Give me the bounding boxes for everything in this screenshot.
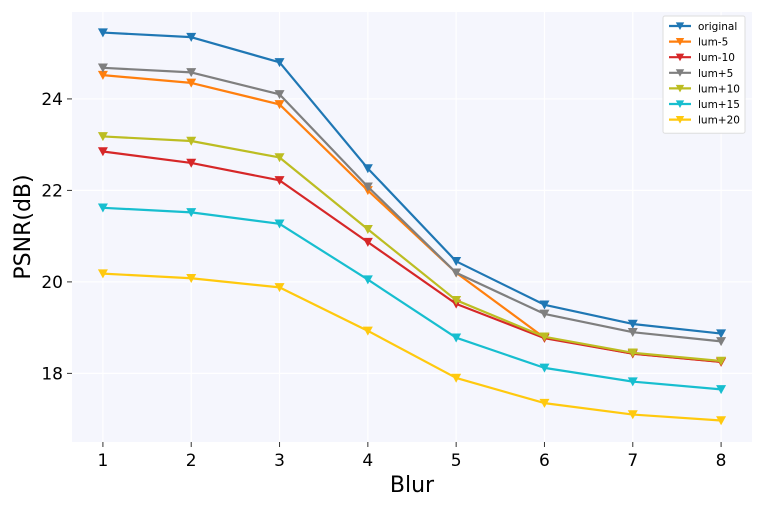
series-lum+20 [97,269,727,426]
legend-label: lum+5 [698,68,733,80]
legend-label: lum-10 [698,52,735,64]
y-tick-label: 24 [41,90,63,110]
legend-marker [675,69,685,77]
data-point [451,268,462,278]
data-point [97,203,108,213]
data-point [627,377,638,387]
data-point [186,208,197,218]
data-point [97,132,108,142]
data-point [627,348,638,358]
data-point [274,58,285,68]
series-group [97,28,727,426]
legend-marker [675,53,685,62]
data-point [274,90,285,100]
legend-item: lum+10 [669,83,740,95]
data-point [362,326,373,336]
legend-item: lum+20 [669,115,740,127]
data-point [186,68,197,78]
legend: original lum-5 lum-10 lum+5 lum+10 lum+15 lum+… [662,15,746,134]
legend-label: lum+20 [698,115,740,127]
data-point [362,182,373,192]
data-point [186,136,197,146]
x-tick-label: 2 [186,451,197,471]
y-tick-label: 20 [41,273,63,293]
axis-ticks: 1 2 3 4 5 6 7 8 18 20 22 24 [41,90,726,471]
data-point [716,416,727,426]
data-point [362,237,373,247]
legend-marker [675,100,685,108]
data-point [186,158,197,168]
y-tick-label: 18 [41,364,63,384]
legend-marker [675,38,685,46]
data-point [97,147,108,157]
data-point [362,225,373,235]
data-point [186,78,197,88]
data-point [627,410,638,420]
data-point [362,164,373,174]
data-point [274,100,285,110]
data-point [274,283,285,293]
x-tick-label: 1 [97,451,108,471]
x-tick-label: 5 [451,451,462,471]
series-line [102,272,722,422]
data-point [539,332,550,342]
data-point [451,373,462,383]
series-original [97,28,727,339]
x-tick-label: 3 [274,451,285,471]
x-tick-label: 4 [362,451,373,471]
y-axis-title: PSNR(dB) [11,174,36,279]
plot-area [72,12,752,442]
x-tick-label: 7 [627,451,638,471]
data-point [97,63,108,73]
data-point [186,273,197,283]
data-point [274,176,285,186]
data-point [274,153,285,163]
data-point [539,363,550,373]
data-point [451,295,462,305]
data-point [451,257,462,267]
data-point [539,398,550,408]
series-line [102,31,722,335]
x-tick-label: 8 [716,451,727,471]
legend-marker [675,116,685,124]
data-point [716,329,727,339]
data-point [186,32,197,42]
x-axis-title: Blur [390,473,435,498]
legend-item: lum+5 [669,68,733,80]
series-line [102,66,722,343]
series-lum+10 [97,132,727,366]
data-point [362,275,373,285]
legend-label: lum+15 [698,99,740,111]
legend-label: lum-5 [698,37,728,49]
series-lum+15 [97,203,727,395]
legend-marker [675,22,685,30]
data-point [97,28,108,38]
data-point [97,269,108,279]
series-line [102,206,722,391]
legend-item: lum-5 [669,37,728,49]
data-point [627,319,638,329]
data-point [539,309,550,319]
data-point [539,300,550,310]
legend-item: lum-10 [669,52,735,64]
x-tick-label: 6 [539,451,550,471]
legend-item: original [669,21,737,33]
data-point [451,333,462,343]
legend-label: lum+10 [698,83,740,95]
legend-marker [675,84,685,93]
legend-item: lum+15 [669,99,740,111]
data-point [274,219,285,229]
legend-label: original [698,21,737,33]
grid-lines [72,12,752,442]
data-point [716,356,727,366]
data-point [716,385,727,395]
series-lum+5 [97,63,727,347]
data-point [716,337,727,347]
data-point [97,70,108,80]
data-point [627,327,638,337]
series-line [102,135,722,363]
y-tick-label: 22 [41,181,63,201]
